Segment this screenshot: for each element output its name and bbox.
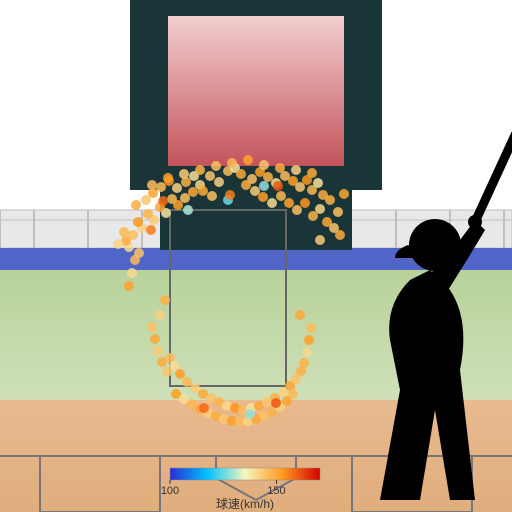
legend-axis-label: 球速(km/h): [216, 497, 274, 511]
pitch-chart-stage: 100 150球速(km/h): [0, 0, 512, 512]
legend-tick-label: 150: [267, 485, 285, 497]
legend-tick-label: 100: [161, 485, 179, 497]
pitch-chart-svg: 100 150球速(km/h): [0, 0, 512, 512]
